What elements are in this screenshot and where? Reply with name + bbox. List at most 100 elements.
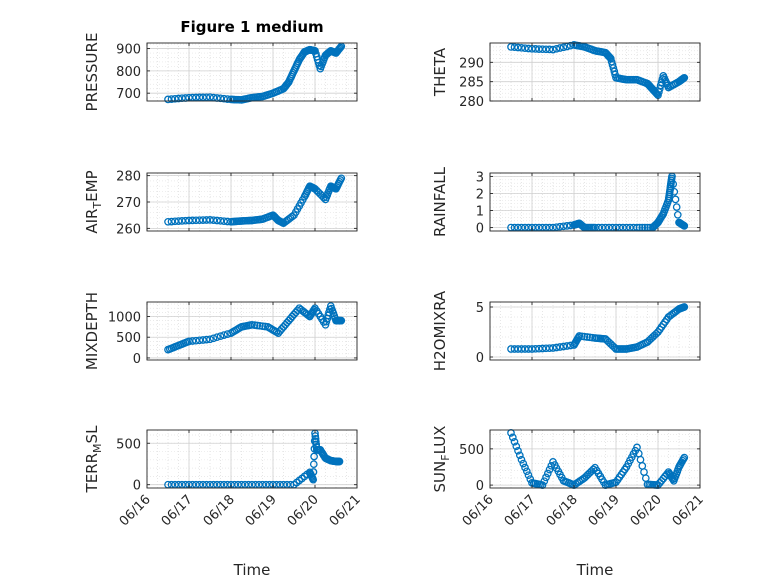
axes-rainfall: 0 1 2 3 RAINFALL <box>431 166 701 237</box>
data-point <box>192 336 200 345</box>
data-point <box>589 465 598 474</box>
axes-terr_msl: 0 500 06/16 06/17 06/18 06/19 06/20 06/21 Time TE… <box>83 425 364 579</box>
data-point <box>563 222 571 230</box>
data-point <box>545 344 554 353</box>
data-point <box>309 475 318 484</box>
data-point <box>680 222 689 230</box>
x-tick-label: 06/16 <box>117 492 154 529</box>
plot-area <box>490 302 700 360</box>
data-point <box>540 477 549 486</box>
data-point <box>556 343 564 351</box>
data-point <box>199 336 207 344</box>
axes-box <box>489 429 701 489</box>
data-point <box>606 53 614 62</box>
y-tick-label: 800 <box>116 65 141 80</box>
x-tick-label: 06/19 <box>243 492 280 529</box>
y-tick-label: 0 <box>476 479 484 494</box>
data-point <box>672 203 681 211</box>
data-point <box>512 442 521 451</box>
data-point <box>563 342 571 350</box>
y-axis-label: MIXDEPTH <box>83 292 101 370</box>
data-point <box>680 453 689 462</box>
data-point <box>213 333 221 342</box>
data-point <box>216 216 225 225</box>
data-point <box>583 333 591 341</box>
y-tick-label: 285 <box>459 76 484 91</box>
y-tick-label: 290 <box>459 56 484 71</box>
data-point <box>311 434 320 443</box>
data-point <box>543 469 552 478</box>
data-point <box>213 216 221 225</box>
axes-box <box>146 42 358 102</box>
data-point <box>336 43 345 52</box>
data-point <box>258 322 267 331</box>
y-tick-label: 0 <box>133 479 141 494</box>
axes-box <box>489 301 701 361</box>
y-tick-label: 280 <box>116 170 141 185</box>
x-tick-label: 06/16 <box>460 492 497 529</box>
data-point <box>566 341 575 350</box>
data-point <box>580 332 589 341</box>
data-point <box>559 43 568 52</box>
x-axis-label: Time <box>233 561 271 579</box>
y-tick-label: 260 <box>116 222 141 237</box>
data-point <box>521 463 529 472</box>
data-point <box>669 180 678 188</box>
data-point <box>556 44 564 52</box>
data-point <box>522 467 531 476</box>
data-point <box>514 43 522 52</box>
y-tick-label: 700 <box>116 87 141 102</box>
data-point <box>335 457 344 466</box>
x-tick-label: 06/17 <box>502 492 539 529</box>
data-point <box>310 452 318 461</box>
data-point <box>552 223 561 232</box>
y-tick-label: 5 <box>476 301 484 316</box>
data-point <box>312 437 320 446</box>
data-point <box>552 44 561 53</box>
data-point <box>337 316 346 325</box>
x-tick-label: 06/20 <box>628 492 665 529</box>
y-tick-label: 3 <box>476 170 484 185</box>
data-point <box>549 45 557 54</box>
data-point <box>253 321 262 330</box>
axes-box <box>146 429 358 489</box>
y-tick-label: 500 <box>116 331 141 346</box>
x-tick-label: 06/19 <box>586 492 623 529</box>
axes-h2omixra: 0 5 H2OMIXRA <box>431 290 701 371</box>
y-tick-label: 500 <box>116 437 141 452</box>
data-point <box>680 303 689 311</box>
x-tick-label: 06/17 <box>159 492 196 529</box>
y-tick-label: 0 <box>476 351 484 366</box>
y-tick-label: 270 <box>116 196 141 211</box>
y-tick-label: 1 <box>476 205 484 220</box>
data-point <box>309 460 318 469</box>
axes-box <box>146 301 358 361</box>
x-tick-label: 06/21 <box>670 492 707 529</box>
data-point <box>202 335 211 344</box>
data-point <box>524 471 533 480</box>
data-point <box>556 222 564 231</box>
data-point <box>216 332 225 341</box>
data-point <box>549 344 557 352</box>
x-tick-label: 06/18 <box>201 492 238 529</box>
data-point <box>545 465 554 474</box>
data-point <box>680 73 689 82</box>
x-tick-label: 06/20 <box>285 492 322 529</box>
data-point <box>250 321 259 329</box>
data-point <box>188 337 197 345</box>
x-tick-label: 06/21 <box>327 492 364 529</box>
y-tick-label: 0 <box>476 222 484 237</box>
y-axis-label: PRESSURE <box>83 33 101 112</box>
y-axis-label: THETA <box>431 47 449 97</box>
chart-title: Figure 1 medium <box>180 18 323 36</box>
data-point <box>517 43 526 52</box>
data-point <box>670 187 679 196</box>
data-point <box>515 451 524 460</box>
y-tick-label: 1000 <box>108 311 141 326</box>
axes-theta: 280 285 290 THETA <box>431 41 701 110</box>
data-point <box>671 195 680 204</box>
y-axis-label: AIRTEMP <box>83 170 104 233</box>
data-point <box>575 332 584 340</box>
data-point <box>542 473 550 482</box>
y-axis-label: SUNFLUX <box>431 426 452 493</box>
